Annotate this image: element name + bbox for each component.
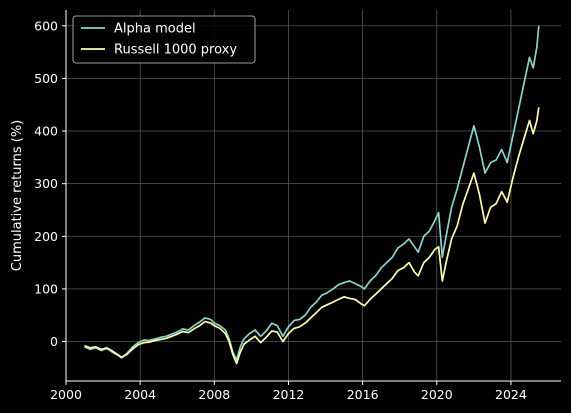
legend: Alpha model Russell 1000 proxy <box>72 15 256 64</box>
y-tick-label-300: 300 <box>34 176 58 191</box>
y-tick-label-100: 100 <box>34 281 58 296</box>
legend-label-0: Alpha model <box>114 22 196 37</box>
ticks: 2000 2004 2008 2012 2016 2020 2024 0 100 200 300 40… <box>34 18 527 402</box>
series-lines <box>84 25 540 365</box>
series-line-0 <box>84 25 540 361</box>
x-tick-label-2008: 2008 <box>198 387 230 402</box>
x-tick-label-2024: 2024 <box>495 387 527 402</box>
y-tick-label-600: 600 <box>34 18 58 33</box>
legend-box <box>72 15 256 64</box>
legend-label-1: Russell 1000 proxy <box>114 43 237 58</box>
y-tick-label-500: 500 <box>34 71 58 86</box>
x-tick-label-2012: 2012 <box>273 387 305 402</box>
x-tick-label-2004: 2004 <box>124 387 156 402</box>
axes <box>65 10 561 382</box>
y-axis-label: Cumulative returns (%) <box>10 120 25 271</box>
series-line-1 <box>84 107 540 365</box>
y-tick-label-0: 0 <box>50 334 58 349</box>
y-tick-label-200: 200 <box>34 229 58 244</box>
x-tick-label-2020: 2020 <box>421 387 453 402</box>
x-tick-label-2000: 2000 <box>50 387 82 402</box>
x-tick-label-2016: 2016 <box>347 387 379 402</box>
y-tick-label-400: 400 <box>34 124 58 139</box>
